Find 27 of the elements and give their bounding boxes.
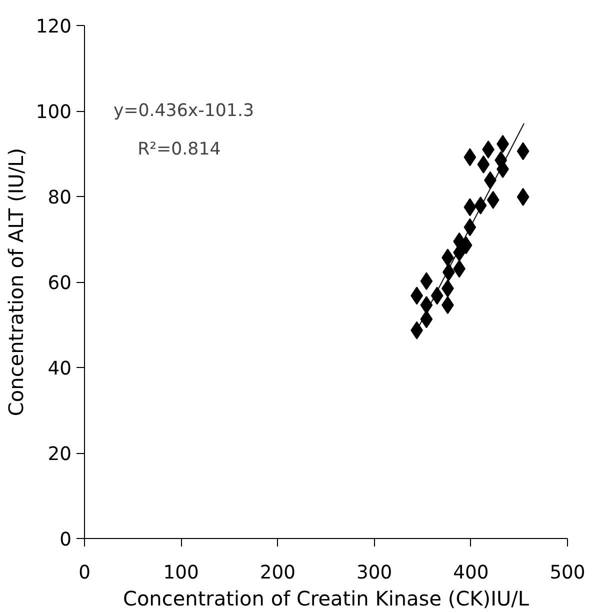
point xyxy=(430,286,444,305)
point xyxy=(464,198,476,216)
y-axis-title: Concentration of ALT (IU/L) xyxy=(4,148,28,416)
point xyxy=(516,142,530,160)
x-tick-label: 0 xyxy=(78,562,90,584)
point xyxy=(464,148,476,166)
y-tick-label: 120 xyxy=(36,16,72,38)
point xyxy=(486,190,500,209)
x-tick-label: 300 xyxy=(356,562,392,584)
y-tick-label: 40 xyxy=(48,358,72,380)
x-tick-label: 100 xyxy=(163,562,199,584)
point xyxy=(464,218,476,236)
point xyxy=(420,272,433,290)
y-tick-label: 60 xyxy=(48,273,72,294)
y-tick-label: 100 xyxy=(36,102,72,123)
y-tick-label: 80 xyxy=(48,188,72,208)
y-tick-label: 20 xyxy=(48,444,72,465)
y-tick-label: 0 xyxy=(60,530,72,550)
point xyxy=(420,310,433,328)
x-tick-label: 400 xyxy=(453,562,489,584)
x-tick-label: 200 xyxy=(260,562,296,584)
annotation: R²=0.814 xyxy=(138,139,221,160)
x-tick-label: 500 xyxy=(550,562,586,584)
annotation: y=0.436x-101.3 xyxy=(113,101,254,121)
point xyxy=(477,155,490,174)
x-axis-title: Concentration of Creatin Kinase (CK)IU/L xyxy=(122,586,530,610)
point xyxy=(516,188,530,206)
